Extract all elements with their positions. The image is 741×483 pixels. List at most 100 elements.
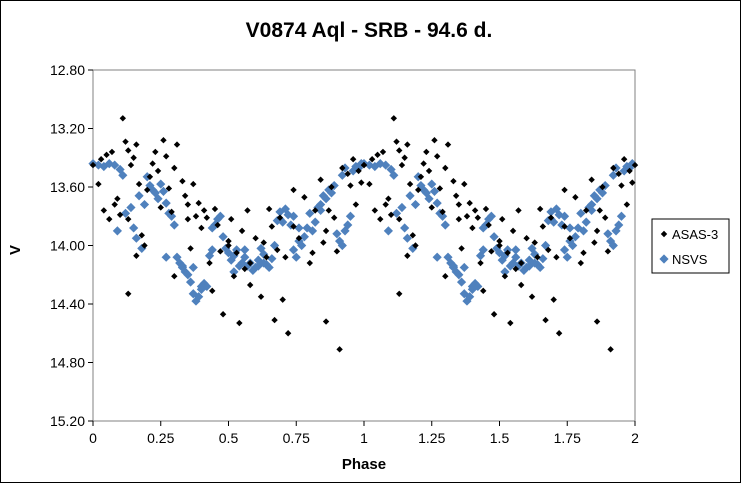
data-point: [207, 245, 217, 255]
data-point: [490, 311, 498, 318]
data-point: [325, 207, 332, 214]
data-point: [347, 182, 354, 189]
data-point: [129, 223, 139, 233]
data-point: [404, 252, 411, 259]
data-point: [316, 205, 326, 215]
data-point: [211, 205, 219, 213]
data-point: [234, 261, 244, 271]
data-point: [93, 160, 104, 170]
data-point: [337, 240, 347, 251]
data-point: [512, 265, 519, 273]
data-point: [383, 226, 393, 236]
data-point: [461, 180, 468, 188]
data-point: [322, 318, 330, 325]
data-point: [396, 290, 403, 297]
data-point: [146, 173, 154, 180]
data-point: [531, 239, 538, 246]
data-point: [467, 281, 477, 292]
data-point: [276, 214, 284, 221]
data-point: [408, 243, 418, 254]
data-point: [184, 201, 192, 208]
data-point: [492, 243, 502, 254]
data-point: [294, 223, 304, 233]
data-point: [173, 141, 181, 148]
y-tick-label: 14.80: [50, 355, 85, 371]
data-point: [396, 215, 403, 223]
data-point: [166, 211, 177, 221]
data-point: [465, 292, 475, 302]
data-point: [416, 180, 426, 191]
data-point: [536, 205, 544, 213]
data-point: [335, 236, 345, 246]
data-point: [188, 262, 198, 273]
data-point: [244, 207, 251, 214]
data-point: [513, 261, 524, 271]
data-point: [626, 167, 633, 175]
data-point: [489, 232, 499, 242]
data-point: [161, 198, 171, 208]
data-point: [410, 199, 421, 210]
data-point: [401, 154, 408, 161]
data-point: [463, 213, 471, 220]
data-point: [623, 201, 631, 208]
data-point: [114, 195, 121, 202]
data-point: [581, 217, 591, 227]
data-point: [290, 186, 297, 194]
data-point: [141, 242, 148, 249]
data-point: [209, 287, 216, 295]
data-point: [317, 176, 324, 183]
data-point: [511, 245, 521, 255]
data-point: [412, 242, 419, 249]
data-point: [528, 293, 536, 300]
data-point: [240, 252, 250, 262]
data-point: [561, 186, 568, 194]
data-point: [428, 204, 435, 211]
data-point: [469, 224, 476, 232]
series-asas-3: [89, 115, 639, 353]
y-tick-label: 13.60: [50, 179, 85, 195]
data-point: [588, 176, 595, 183]
data-point: [333, 248, 341, 255]
x-tick-label: 0.75: [283, 430, 310, 446]
data-point: [471, 207, 479, 214]
data-point: [264, 262, 274, 273]
data-point: [385, 195, 392, 202]
data-point: [135, 180, 143, 188]
data-point: [530, 249, 540, 259]
data-point: [397, 202, 407, 213]
data-point: [229, 267, 239, 277]
data-point: [473, 281, 483, 292]
data-point: [421, 188, 431, 198]
data-point: [381, 160, 391, 170]
data-point: [228, 215, 235, 223]
data-point: [118, 170, 128, 180]
data-point: [120, 208, 131, 218]
y-tick-label: 12.80: [50, 62, 85, 78]
data-point: [202, 281, 212, 292]
data-point: [279, 296, 286, 303]
data-point: [470, 278, 480, 289]
data-point: [195, 199, 202, 207]
data-point: [562, 252, 572, 262]
data-point: [551, 204, 562, 214]
data-point: [559, 245, 570, 255]
data-point: [149, 160, 156, 167]
data-point: [181, 192, 189, 199]
data-point: [194, 292, 204, 302]
data-point: [343, 220, 353, 230]
data-point: [119, 115, 127, 122]
data-point: [511, 252, 521, 262]
data-point: [252, 234, 259, 242]
data-point: [459, 289, 469, 299]
data-point: [478, 223, 488, 233]
data-point: [553, 254, 560, 261]
x-tick-label: 0: [89, 430, 97, 446]
data-point: [442, 164, 449, 172]
data-point: [436, 185, 444, 192]
data-point: [606, 236, 616, 246]
data-point: [280, 204, 291, 214]
data-point: [268, 223, 276, 230]
data-point: [241, 265, 248, 273]
data-point: [297, 240, 307, 251]
data-point: [593, 318, 601, 325]
